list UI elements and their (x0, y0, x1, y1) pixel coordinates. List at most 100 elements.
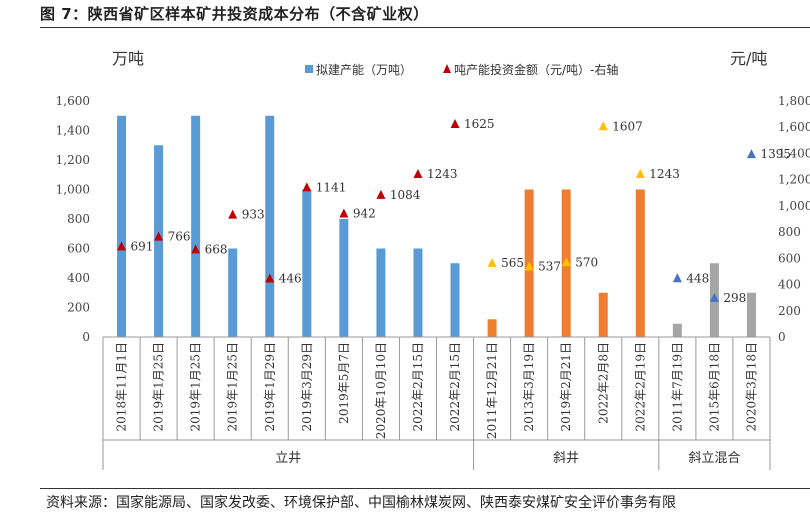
legend-bar-swatch (305, 65, 313, 73)
capacity-bar (598, 292, 608, 337)
investment-data-label: 565 (501, 256, 524, 270)
investment-marker (376, 189, 386, 199)
right-tick-label: 1,600 (778, 120, 810, 134)
investment-marker (524, 261, 534, 271)
investment-marker (413, 169, 423, 179)
investment-marker (154, 231, 164, 241)
left-tick-label: 200 (67, 301, 90, 315)
investment-data-label: 1243 (427, 167, 458, 181)
legend-bar-label: 拟建产能（万吨） (316, 63, 412, 77)
category-label: 2022年2月19日 (633, 342, 647, 431)
investment-data-label: 448 (686, 271, 709, 285)
left-tick-label: 1,000 (56, 183, 90, 197)
investment-data-label: 446 (279, 272, 302, 286)
left-tick-label: 1,600 (56, 94, 90, 108)
investment-data-label: 298 (723, 291, 746, 305)
investment-marker (561, 257, 571, 267)
investment-data-label: 942 (353, 206, 376, 220)
left-axis: 0 200 400 600 800 1,000 1,200 1,400 1,600 (56, 94, 90, 344)
category-label: 2013年3月19日 (522, 342, 536, 431)
investment-marker (228, 209, 238, 219)
investment-marker (598, 121, 608, 131)
investment-data-label: 570 (575, 255, 598, 269)
capacity-bar (450, 263, 460, 337)
category-label: 2011年7月19日 (670, 342, 684, 431)
right-axis-unit: 元/吨 (730, 49, 767, 68)
figure-title: 图 7：陕西省矿区样本矿井投资成本分布（不含矿业权） (40, 5, 429, 23)
group-label: 立井 (275, 451, 301, 466)
investment-data-label: 537 (538, 260, 561, 274)
right-tick-label: 1,800 (778, 94, 810, 108)
investment-data-label: 691 (131, 239, 154, 253)
capacity-bar (635, 189, 645, 337)
bar-series (117, 115, 756, 337)
investment-marker (709, 292, 719, 302)
capacity-bar (228, 248, 238, 337)
category-label: 2020年10月10日 (374, 342, 388, 439)
category-axis: 2018年11月1日 2019年1月25日 2019年1月25日 2019年1月25日… (102, 336, 771, 470)
investment-marker (487, 257, 497, 267)
right-tick-label: 600 (778, 251, 801, 265)
category-label: 2015年6月18日 (707, 342, 721, 431)
category-label: 2011年12月21日 (485, 342, 499, 439)
investment-data-label: 1395 (760, 147, 791, 161)
investment-marker (117, 241, 127, 251)
right-tick-label: 1,400 (778, 146, 810, 160)
investment-marker (302, 182, 312, 192)
right-axis: 0 200 400 600 800 1,000 1,200 1,400 1,600 1,800 (778, 94, 810, 344)
category-label: 2018年11月1日 (115, 342, 129, 431)
left-tick-label: 600 (67, 242, 90, 256)
capacity-bar (339, 219, 349, 337)
left-tick-label: 400 (67, 271, 90, 285)
investment-data-label: 1084 (390, 188, 421, 202)
investment-data-label: 1607 (612, 119, 643, 133)
investment-data-label: 1243 (649, 167, 680, 181)
capacity-bar (265, 115, 275, 337)
investment-marker (339, 208, 349, 218)
category-label: 2022年2月15日 (411, 342, 425, 431)
investment-data-label: 766 (168, 230, 191, 244)
category-label: 2019年1月25日 (226, 342, 240, 431)
capacity-bar (746, 292, 756, 337)
capacity-bar (487, 319, 497, 337)
right-tick-label: 1,200 (778, 173, 810, 187)
source-divider (40, 488, 810, 489)
category-label: 2019年1月29日 (263, 342, 277, 431)
investment-data-label: 1141 (316, 180, 347, 194)
capacity-bar (302, 189, 312, 337)
investment-data-label: 668 (205, 242, 228, 256)
category-label: 2019年3月29日 (300, 342, 314, 431)
category-label: 2019年5月7日 (337, 342, 351, 424)
right-tick-label: 1,000 (778, 199, 810, 213)
right-tick-label: 200 (778, 304, 801, 318)
capacity-bar (413, 248, 423, 337)
capacity-bar (672, 323, 682, 337)
left-axis-unit: 万吨 (112, 49, 144, 68)
investment-marker (450, 118, 460, 128)
investment-marker (635, 169, 645, 179)
left-tick-label: 1,400 (56, 124, 90, 138)
capacity-bar (117, 115, 127, 337)
right-tick-label: 0 (778, 330, 786, 344)
source-note: 资料来源：国家能源局、国家发改委、环境保护部、中国榆林煤炭网、陕西泰安煤矿安全评… (46, 495, 676, 511)
investment-marker (746, 149, 756, 159)
group-label: 斜立混合 (688, 451, 740, 466)
right-tick-label: 400 (778, 278, 801, 292)
capacity-bar (376, 248, 386, 337)
chart-svg: 万吨 元/吨 拟建产能（万吨） 吨产能投资金额（元/吨）-右轴 02004006… (56, 49, 810, 470)
investment-marker (265, 273, 275, 283)
capacity-bar (154, 145, 164, 337)
investment-marker (672, 273, 682, 283)
group-label: 斜井 (553, 451, 579, 466)
legend-marker-icon (443, 64, 451, 73)
investment-marker (191, 244, 201, 254)
marker-series: 691 766 668 933 446 1141 942 1084 1243 1625 565 537… (117, 117, 791, 305)
legend-marker-label: 吨产能投资金额（元/吨）-右轴 (454, 62, 618, 77)
right-tick-label: 800 (778, 225, 801, 239)
investment-data-label: 1625 (464, 117, 495, 131)
category-label: 2019年2月21日 (559, 342, 573, 431)
investment-data-label: 933 (242, 208, 265, 222)
category-label: 2022年2月8日 (596, 342, 610, 424)
title-divider (40, 27, 810, 28)
left-tick-label: 0 (82, 330, 90, 344)
